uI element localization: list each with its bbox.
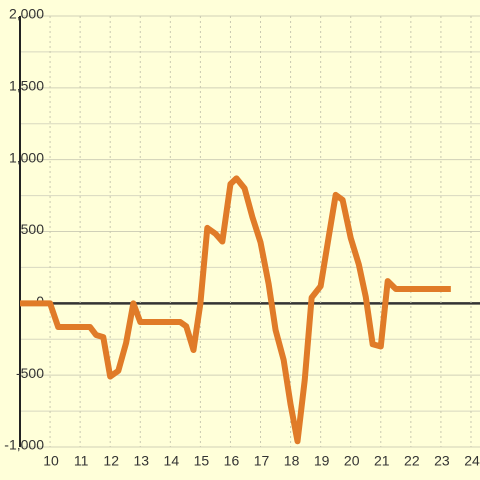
x-tick-label: 14 — [164, 453, 180, 469]
line-series — [20, 175, 451, 445]
x-tick-label: 10 — [43, 453, 59, 469]
y-tick-label: 500 — [21, 221, 45, 237]
x-tick-label: 21 — [374, 453, 390, 469]
x-tick-label: 11 — [74, 453, 89, 469]
x-tick-label: 20 — [344, 453, 360, 469]
x-tick-label: 22 — [404, 453, 420, 469]
x-tick-label: 18 — [284, 453, 300, 469]
y-tick-label: -500 — [16, 365, 44, 381]
y-tick-label: 1,500 — [9, 78, 44, 94]
x-tick-label: 16 — [224, 453, 240, 469]
x-tick-label: 24 — [464, 453, 480, 469]
x-tick-label: 19 — [314, 453, 330, 469]
y-tick-label: -1,000 — [4, 437, 44, 453]
x-tick-label: 12 — [103, 453, 119, 469]
y-tick-label: 2,000 — [9, 6, 44, 22]
y-tick-label: 1,000 — [9, 149, 44, 165]
x-tick-label: 17 — [254, 453, 270, 469]
x-tick-label: 13 — [133, 453, 149, 469]
x-tick-label: 15 — [194, 453, 210, 469]
x-tick-label: 23 — [434, 453, 450, 469]
